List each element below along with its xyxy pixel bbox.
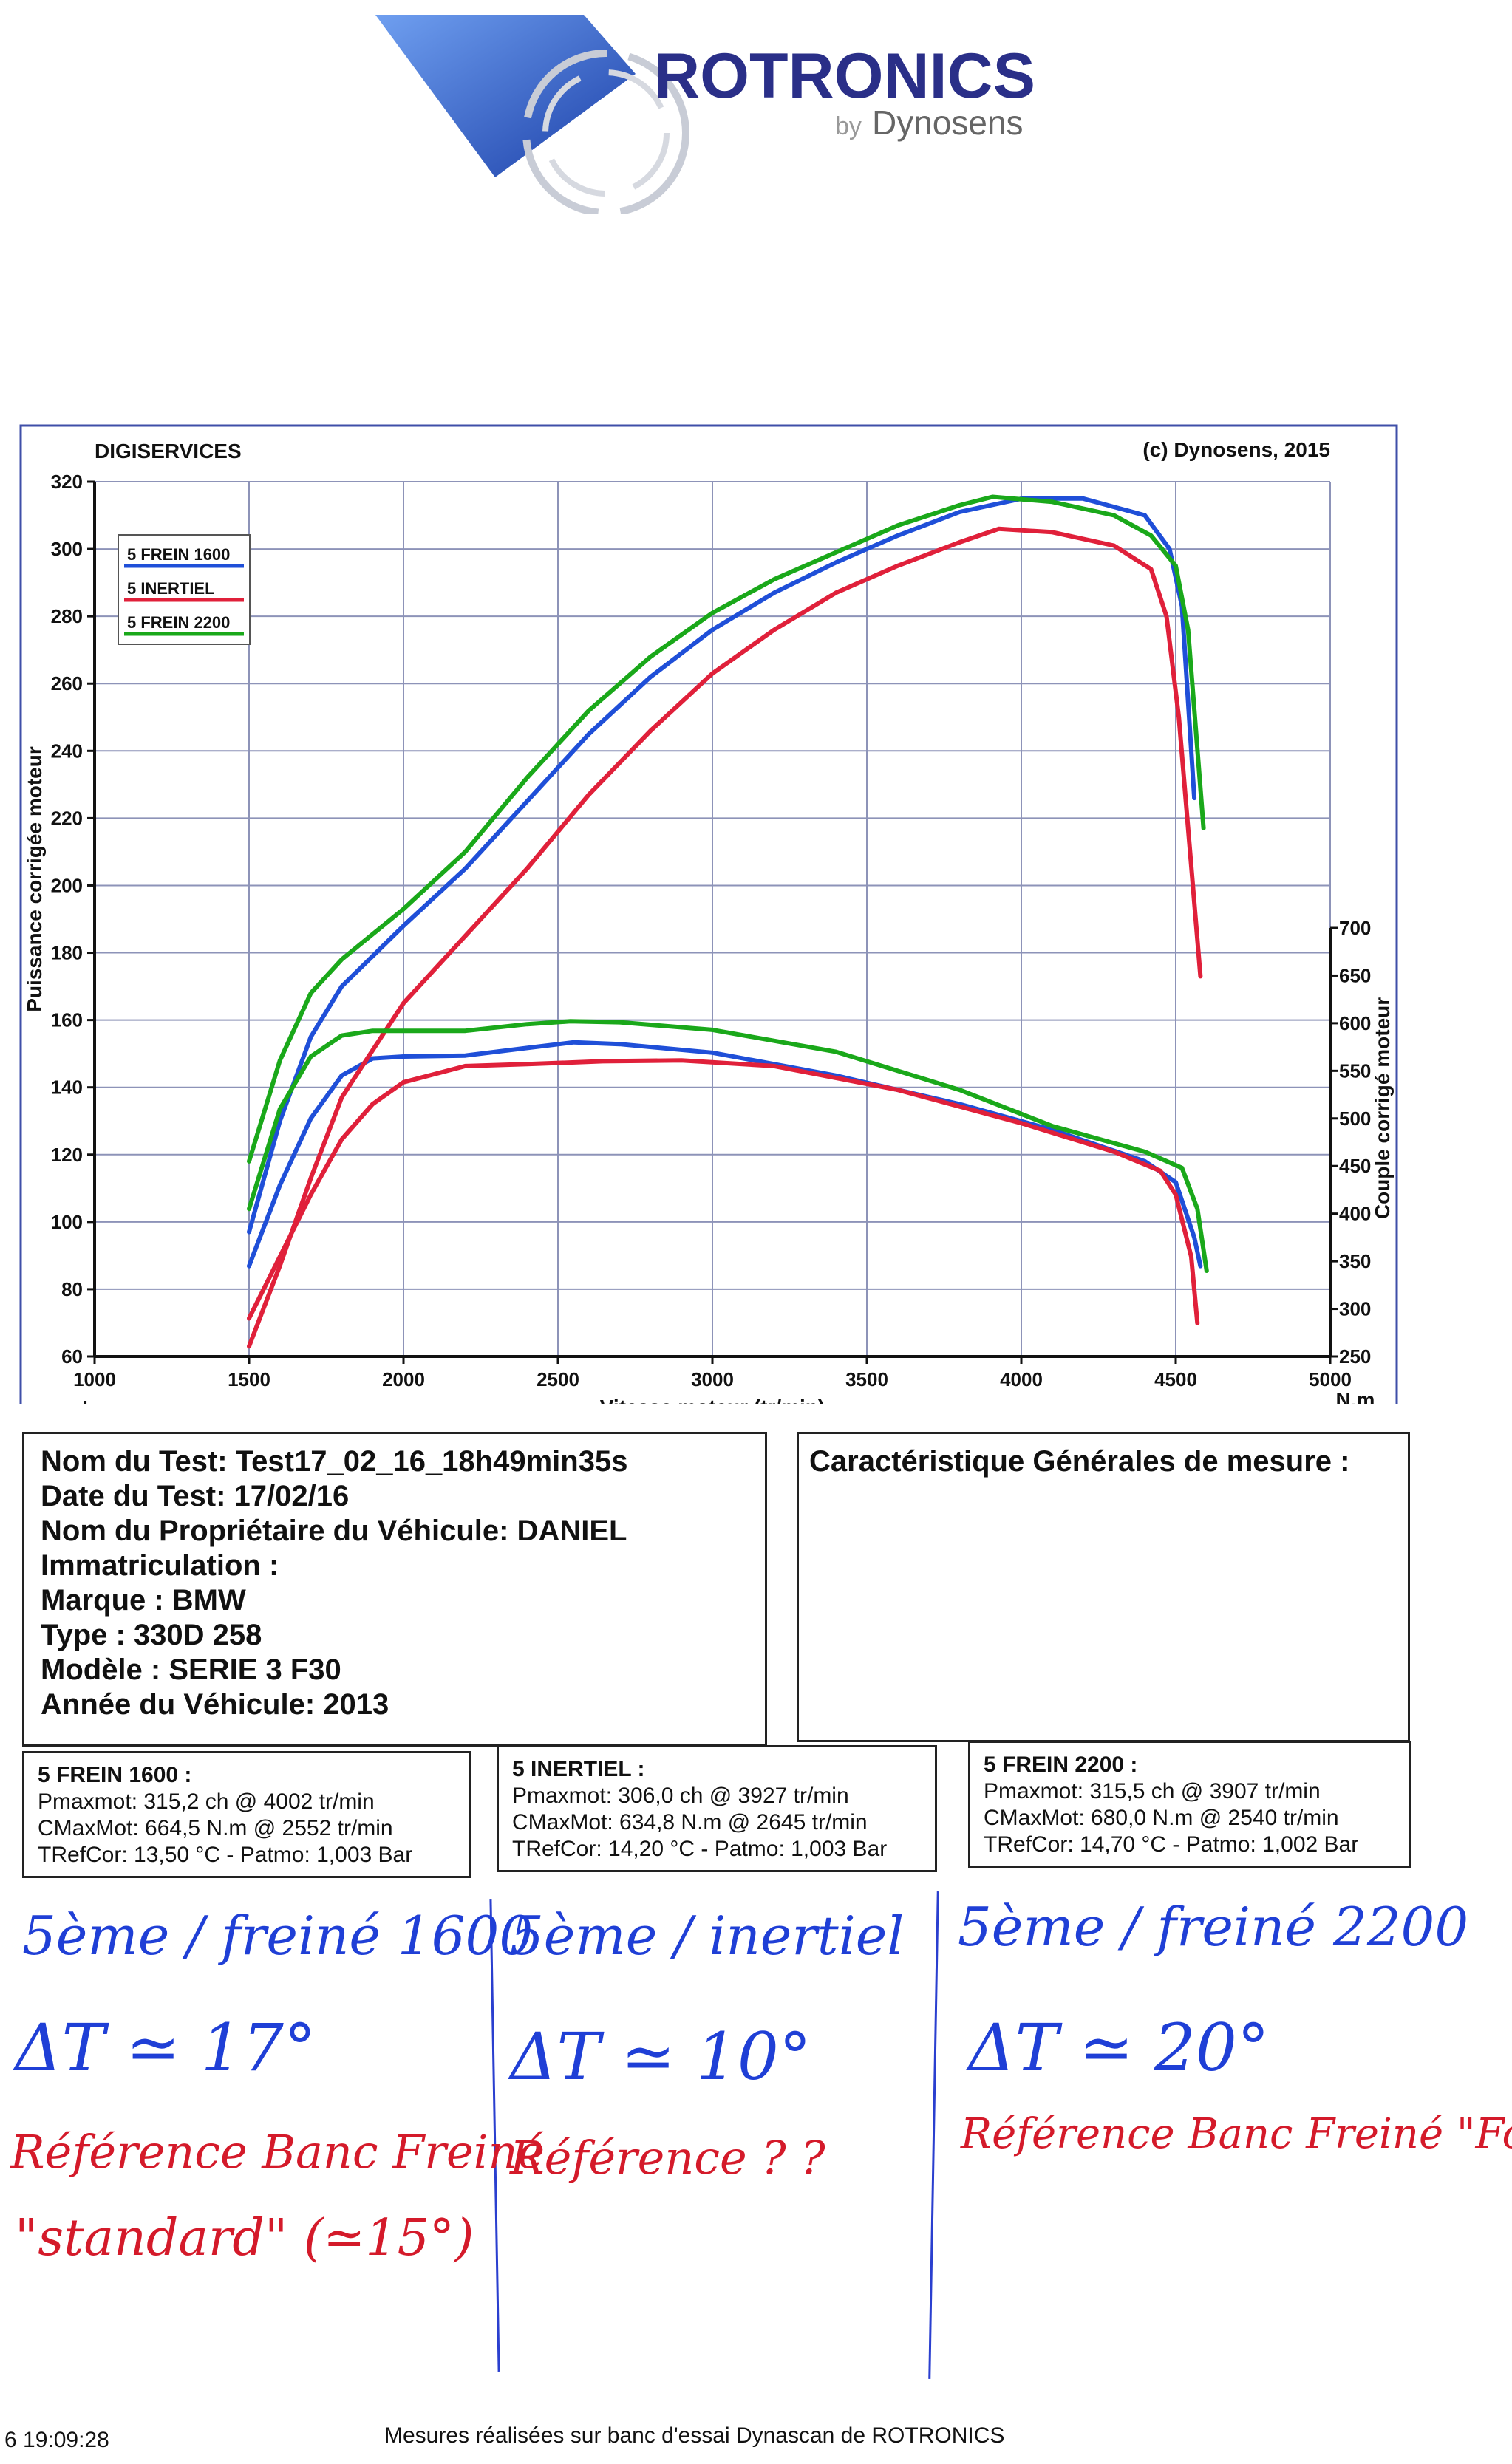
- hand-divider-2: [928, 1891, 939, 2379]
- y-left-tick-label: 320: [51, 471, 83, 493]
- result-1-pmax: Pmaxmot: 315,2 ch @ 4002 tr/min: [38, 1789, 375, 1814]
- x-tick-label: 1500: [228, 1368, 270, 1390]
- test-info-box: Nom du Test: Test17_02_16_18h49min35s Da…: [22, 1432, 767, 1747]
- torque-curve-3: [247, 1019, 1209, 1273]
- result-3-tref: TRefCor: 14,70 °C - Patmo: 1,002 Bar: [984, 1832, 1359, 1857]
- hand-col1-line4: "standard" (≃15°): [15, 2209, 474, 2267]
- x-tick-label: 4000: [1000, 1368, 1043, 1390]
- torque-curve-2: [247, 1058, 1200, 1325]
- logo-by: by: [835, 112, 862, 140]
- marque: Marque : BMW: [41, 1584, 246, 1617]
- legend-label-1: 5 FREIN 1600: [127, 545, 230, 564]
- x-tick-label: 3500: [845, 1368, 888, 1390]
- chart-header-right: (c) Dynosens, 2015: [1142, 438, 1330, 461]
- x-tick-label: 1000: [73, 1368, 116, 1390]
- y-left-tick-label: 220: [51, 807, 83, 829]
- x-axis-label: Vitesse moteur (tr/min): [600, 1396, 825, 1404]
- result-box-2: 5 INERTIEL : Pmaxmot: 306,0 ch @ 3927 tr…: [497, 1745, 937, 1872]
- rotronics-logo: ROTRONICS by Dynosens: [375, 15, 1035, 214]
- y-right-axis-label: Couple corrigé moteur: [1371, 997, 1394, 1219]
- hand-col2-line3: Référence ? ?: [510, 2131, 825, 2185]
- hand-col3-line2: ΔT ≃ 20°: [968, 2010, 1270, 2086]
- x-tick-label: 4500: [1154, 1368, 1197, 1390]
- owner-name: Nom du Propriétaire du Véhicule: DANIEL: [41, 1515, 627, 1547]
- caracteristique-box: Caractéristique Générales de mesure :: [797, 1432, 1410, 1742]
- dyno-chart: 1000 1500 2000 2500 3000 3500 4000 4500 5000 60 80…: [19, 424, 1398, 1404]
- vehicle-model: Modèle : SERIE 3 F30: [41, 1654, 341, 1686]
- result-2-cmax: CMaxMot: 634,8 N.m @ 2645 tr/min: [512, 1810, 868, 1835]
- hand-col3-line1: 5ème / freiné 2200: [958, 1896, 1469, 1958]
- x-tick-label: 5000: [1309, 1368, 1352, 1390]
- test-name: Nom du Test: Test17_02_16_18h49min35s: [41, 1445, 628, 1478]
- x-tick-label: 3000: [691, 1368, 734, 1390]
- test-date: Date du Test: 17/02/16: [41, 1480, 350, 1512]
- result-2-tref: TRefCor: 14,20 °C - Patmo: 1,003 Bar: [512, 1837, 888, 1861]
- result-3-cmax: CMaxMot: 680,0 N.m @ 2540 tr/min: [984, 1806, 1339, 1830]
- y-left-axis-label: Puissance corrigée moteur: [23, 746, 46, 1012]
- vehicle-type: Type : 330D 258: [41, 1619, 262, 1651]
- y-left-unit: ch: [71, 1397, 95, 1404]
- immatriculation: Immatriculation :: [41, 1549, 279, 1582]
- y-right-tick-label: 600: [1339, 1012, 1371, 1034]
- y-right-tick-label: 450: [1339, 1155, 1371, 1177]
- y-left-tick-label: 260: [51, 672, 83, 695]
- y-right-tick-label: 400: [1339, 1203, 1371, 1225]
- footer-caption: Mesures réalisées sur banc d'essai Dynas…: [384, 2423, 1005, 2448]
- result-2-pmax: Pmaxmot: 306,0 ch @ 3927 tr/min: [512, 1784, 849, 1808]
- result-1-title: 5 FREIN 1600 :: [38, 1763, 192, 1787]
- y-right-tick-label: 300: [1339, 1298, 1371, 1320]
- result-box-3: 5 FREIN 2200 : Pmaxmot: 315,5 ch @ 3907 …: [968, 1741, 1411, 1868]
- legend-label-2: 5 INERTIEL: [127, 579, 215, 598]
- hand-col1-line2: ΔT ≃ 17°: [15, 2010, 316, 2086]
- vehicle-year: Année du Véhicule: 2013: [41, 1688, 389, 1721]
- result-3-title: 5 FREIN 2200 :: [984, 1753, 1138, 1777]
- result-1-tref: TRefCor: 13,50 °C - Patmo: 1,003 Bar: [38, 1843, 413, 1867]
- y-left-tick-label: 80: [61, 1278, 83, 1300]
- y-left-tick-label: 160: [51, 1009, 83, 1031]
- footer-timestamp: 6 19:09:28: [4, 2428, 109, 2452]
- y-right-tick-label: 250: [1339, 1345, 1371, 1368]
- y-left-tick-label: 240: [51, 740, 83, 762]
- y-left-tick-label: 280: [51, 605, 83, 627]
- legend-label-3: 5 FREIN 2200: [127, 613, 230, 632]
- power-curve-2: [247, 526, 1203, 1349]
- logo-brand: ROTRONICS: [654, 41, 1035, 112]
- y-right-tick-label: 550: [1339, 1059, 1371, 1082]
- hand-col1-line1: 5ème / freiné 1600: [22, 1905, 534, 1967]
- result-3-pmax: Pmaxmot: 315,5 ch @ 3907 tr/min: [984, 1779, 1321, 1803]
- caracteristique-title: Caractéristique Générales de mesure :: [809, 1445, 1350, 1478]
- hand-col2-line2: ΔT ≃ 10°: [510, 2018, 811, 2095]
- y-left-tick-label: 60: [61, 1345, 83, 1368]
- y-right-tick-label: 700: [1339, 917, 1371, 939]
- y-right-tick-label: 650: [1339, 964, 1371, 986]
- y-left-tick-label: 200: [51, 874, 83, 896]
- x-tick-label: 2500: [537, 1368, 579, 1390]
- power-curve-3: [247, 494, 1206, 1164]
- logo-dynosens: Dynosens: [872, 103, 1024, 142]
- y-right-tick-label: 500: [1339, 1108, 1371, 1130]
- y-left-tick-label: 180: [51, 942, 83, 964]
- x-tick-label: 2000: [382, 1368, 425, 1390]
- y-left-tick-label: 300: [51, 538, 83, 560]
- hand-col1-line3: Référence Banc Freiné: [10, 2125, 545, 2179]
- result-box-1: 5 FREIN 1600 : Pmaxmot: 315,2 ch @ 4002 …: [22, 1751, 471, 1878]
- chart-header-left: DIGISERVICES: [95, 440, 242, 463]
- y-left-tick-label: 120: [51, 1144, 83, 1166]
- y-right-unit: N.m: [1336, 1388, 1375, 1404]
- legend-box: [118, 534, 251, 645]
- result-2-title: 5 INERTIEL :: [512, 1757, 645, 1781]
- result-1-cmax: CMaxMot: 664,5 N.m @ 2552 tr/min: [38, 1816, 393, 1840]
- hand-col3-line3: Référence Banc Freiné "Fort": [961, 2110, 1512, 2158]
- y-right-tick-label: 350: [1339, 1250, 1371, 1272]
- y-left-tick-label: 140: [51, 1076, 83, 1099]
- y-left-tick-label: 100: [51, 1211, 83, 1233]
- chart-frame: [19, 424, 1398, 1404]
- power-curve-1: [247, 496, 1197, 1235]
- hand-col2-line1: 5ème / inertiel: [510, 1905, 905, 1967]
